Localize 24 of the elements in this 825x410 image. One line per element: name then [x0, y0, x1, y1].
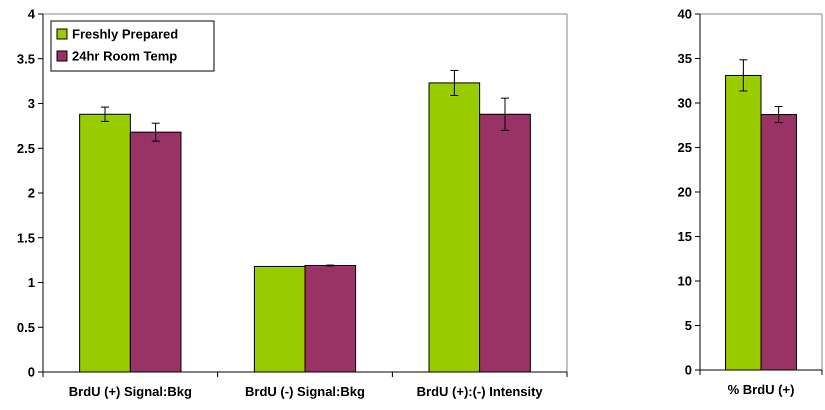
- y-tick-label: 0: [684, 362, 692, 378]
- y-tick-label: 15: [678, 229, 692, 244]
- y-tick-label: 3: [28, 96, 35, 112]
- y-tick-label: 35: [678, 51, 692, 66]
- y-tick-label: 10: [678, 274, 692, 289]
- y-tick-label: 3.5: [16, 51, 35, 66]
- legend-label: 24hr Room Temp: [72, 48, 178, 64]
- y-tick-label: 2.5: [16, 140, 35, 156]
- y-tick-label: 0: [28, 364, 35, 380]
- x-tick-label: % BrdU (+): [728, 382, 794, 397]
- y-tick-label: 1: [28, 275, 35, 290]
- legend-label: Freshly Prepared: [72, 26, 178, 42]
- y-tick-label: 4: [28, 6, 36, 22]
- y-tick-label: 20: [678, 184, 692, 200]
- y-tick-label: 25: [678, 140, 692, 156]
- y-tick-label: 1.5: [16, 230, 35, 246]
- x-tick-label: BrdU (+) Signal:Bkg: [68, 384, 192, 399]
- y-tick-label: 5: [684, 318, 692, 334]
- y-tick-label: 2: [28, 186, 35, 201]
- y-tick-label: 0.5: [16, 320, 35, 335]
- y-tick-label: 30: [678, 96, 692, 111]
- y-tick-label: 40: [678, 6, 692, 22]
- x-tick-label: BrdU (+):(-) Intensity: [416, 384, 544, 399]
- x-tick-label: BrdU (-) Signal:Bkg: [245, 384, 365, 399]
